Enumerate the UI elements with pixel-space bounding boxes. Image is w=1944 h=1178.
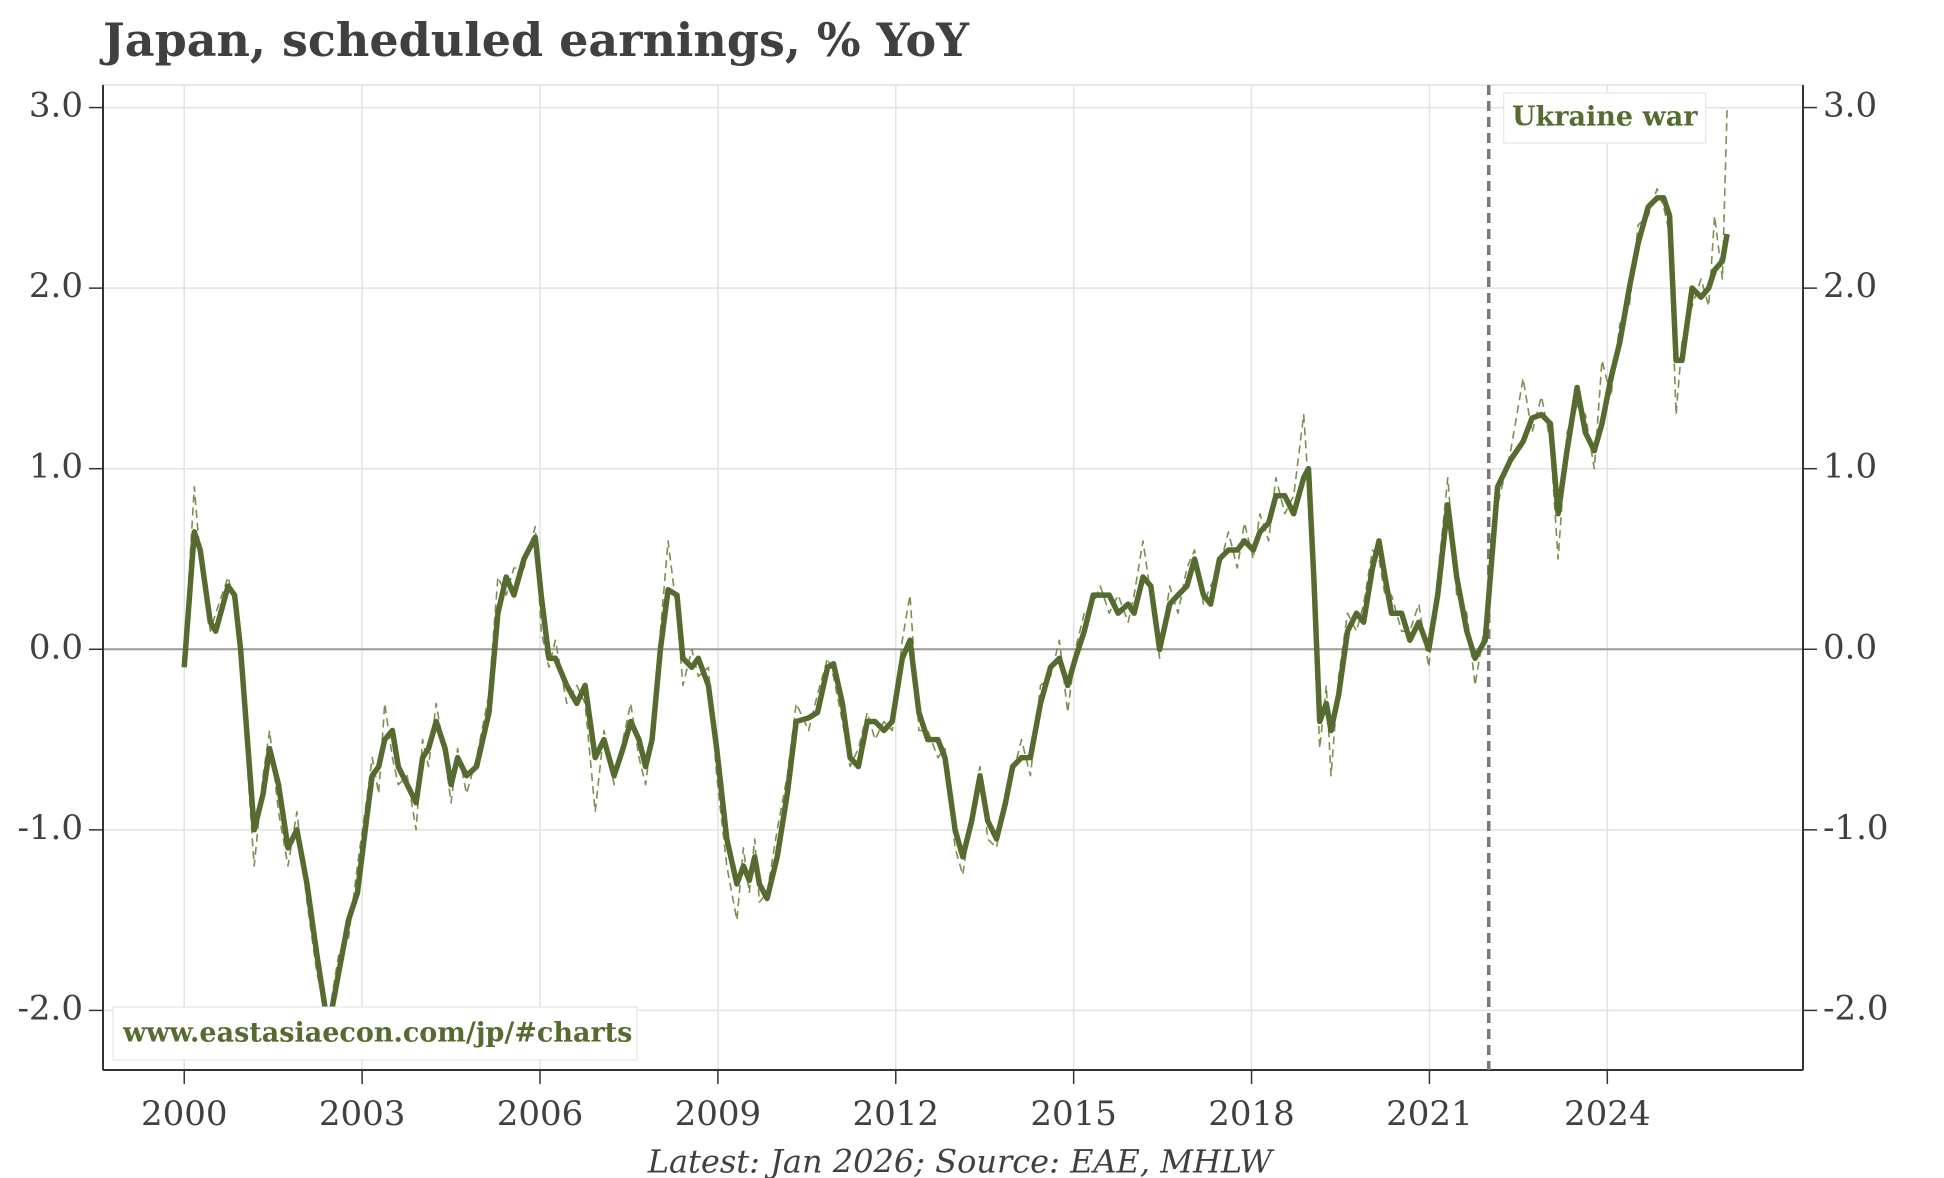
- x-tick-label: 2015: [1030, 1094, 1117, 1134]
- x-tick-label: 2024: [1564, 1094, 1651, 1134]
- x-tick-label: 2018: [1208, 1094, 1295, 1134]
- y-tick-label: 2.0: [29, 266, 83, 306]
- y2-tick-label: -2.0: [1823, 988, 1889, 1028]
- raw-line: [183, 107, 1728, 1021]
- y-tick-label: -1.0: [17, 808, 83, 848]
- y2-tick-label: 0.0: [1823, 627, 1877, 667]
- watermark: www.eastasiaecon.com/jp/#charts: [122, 1018, 632, 1049]
- source-note: Latest: Jan 2026; Source: EAE, MHLW: [647, 1143, 1276, 1178]
- x-tick-label: 2000: [141, 1094, 228, 1134]
- y2-tick-label: 1.0: [1823, 447, 1877, 487]
- chart-title: Japan, scheduled earnings, % YoY: [99, 13, 970, 67]
- y-tick-label: -2.0: [17, 988, 83, 1028]
- x-tick-label: 2003: [319, 1094, 406, 1134]
- x-tick-label: 2012: [853, 1094, 940, 1134]
- plot-frame: [102, 84, 1804, 1071]
- y-tick-label: 3.0: [29, 86, 83, 126]
- y2-tick-label: 3.0: [1823, 86, 1877, 126]
- x-tick-label: 2006: [497, 1094, 584, 1134]
- smoothed-line: [181, 195, 1730, 1032]
- y2-tick-label: -1.0: [1823, 808, 1889, 848]
- y2-tick-label: 2.0: [1823, 266, 1877, 306]
- y-tick-label: 0.0: [29, 627, 83, 667]
- x-tick-label: 2021: [1386, 1094, 1473, 1134]
- annotation-label: Ukraine war: [1512, 102, 1698, 133]
- annotation-box: [1503, 92, 1707, 144]
- y-tick-label: 1.0: [29, 447, 83, 487]
- x-tick-label: 2009: [675, 1094, 762, 1134]
- watermark-box: [112, 1006, 638, 1061]
